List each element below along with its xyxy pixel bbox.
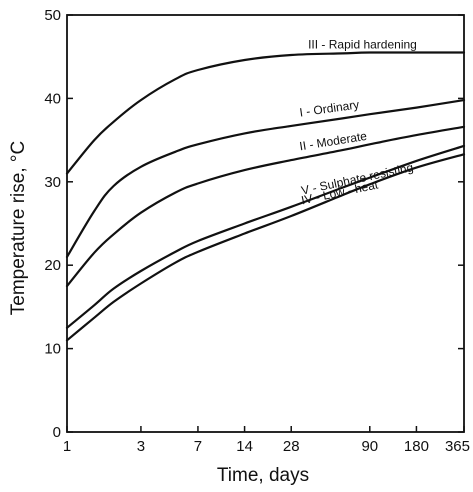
plot-frame <box>66 14 465 433</box>
series-line-2 <box>65 99 466 258</box>
series-line-5 <box>65 153 466 342</box>
plot-series <box>65 51 466 342</box>
series-line-4 <box>65 144 466 329</box>
series-label-3: II - Moderate <box>298 129 368 154</box>
x-axis: 1 3 7 14 28 90 180 365 <box>63 426 470 455</box>
x-tick-label: 3 <box>137 438 145 455</box>
x-tick-label: 14 <box>236 438 253 455</box>
x-tick-label: 7 <box>194 438 202 455</box>
x-tick-label: 180 <box>404 438 429 455</box>
series-line-1 <box>65 51 466 175</box>
y-axis-title: Temperature rise, °C <box>8 141 29 315</box>
y-axis: 0 10 20 30 40 50 <box>44 7 464 441</box>
x-axis-title: Time, days <box>217 465 309 486</box>
y-tick-label: 10 <box>44 341 61 358</box>
y-tick-label: 50 <box>44 7 61 24</box>
series-label-1: III - Rapid hardening <box>308 38 417 52</box>
x-tick-label: 90 <box>361 438 378 455</box>
x-tick-label: 365 <box>445 438 470 455</box>
y-tick-label: 30 <box>44 174 61 191</box>
y-tick-label: 40 <box>44 90 61 107</box>
y-tick-label: 0 <box>53 424 61 441</box>
x-tick-label: 28 <box>283 438 300 455</box>
series-line-3 <box>65 125 466 288</box>
x-tick-label: 1 <box>63 438 71 455</box>
y-tick-label: 20 <box>44 257 61 274</box>
